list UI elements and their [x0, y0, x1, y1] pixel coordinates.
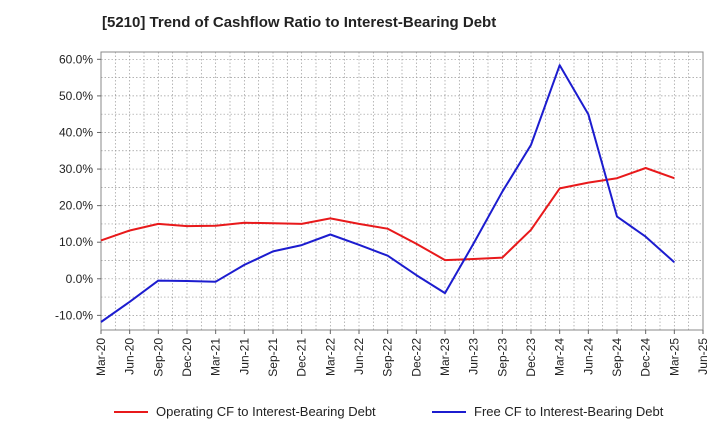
legend-swatch-red — [114, 410, 148, 413]
x-tick-label: Dec-24 — [639, 338, 653, 377]
x-tick-label: Sep-23 — [495, 338, 509, 377]
x-axis: Mar-20 Jun-20 Sep-20 Dec-20 Mar-21 Jun-21 Sep-… — [94, 330, 710, 377]
y-tick-label: 40.0% — [59, 125, 93, 139]
x-tick-label: Mar-25 — [667, 338, 681, 376]
y-tick-label: 60.0% — [59, 52, 93, 66]
series-lines — [100, 64, 675, 323]
x-tick-label: Jun-24 — [581, 338, 595, 375]
x-tick-label: Dec-23 — [524, 338, 538, 377]
y-tick-label: -10.0% — [55, 308, 93, 322]
legend-item-operating-cf: Operating CF to Interest-Bearing Debt — [114, 404, 376, 419]
x-tick-label: Jun-22 — [352, 338, 366, 375]
legend-label-free-cf: Free CF to Interest-Bearing Debt — [474, 404, 664, 419]
x-tick-label: Sep-22 — [381, 338, 395, 377]
x-tick-label: Mar-24 — [553, 338, 567, 376]
grid-lines — [100, 52, 704, 330]
x-tick-label: Jun-21 — [237, 338, 251, 375]
legend-item-free-cf: Free CF to Interest-Bearing Debt — [432, 404, 663, 419]
x-tick-label: Sep-20 — [151, 338, 165, 377]
series-line-operating-cf — [100, 167, 675, 262]
x-tick-label: Jun-23 — [467, 338, 481, 375]
chart-title: [5210] Trend of Cashflow Ratio to Intere… — [102, 14, 497, 31]
x-tick-label: Dec-21 — [295, 338, 309, 377]
y-tick-label: 30.0% — [59, 162, 93, 176]
x-tick-label: Dec-22 — [409, 338, 423, 377]
x-tick-label: Sep-21 — [266, 338, 280, 377]
y-axis: -10.0% 0.0% 10.0% 20.0% 30.0% 40.0% 50.0% 60.0% — [55, 52, 101, 322]
legend-swatch-blue — [432, 410, 466, 413]
x-tick-label: Mar-22 — [323, 338, 337, 376]
x-tick-label: Jun-20 — [123, 338, 137, 375]
legend-label-operating-cf: Operating CF to Interest-Bearing Debt — [156, 404, 376, 419]
x-tick-label: Mar-20 — [94, 338, 108, 376]
plot-area — [100, 51, 704, 331]
x-tick-label: Mar-23 — [438, 338, 452, 376]
x-tick-label: Jun-25 — [696, 338, 710, 375]
y-tick-label: 10.0% — [59, 235, 93, 249]
y-tick-label: 50.0% — [59, 89, 93, 103]
y-tick-label: 0.0% — [66, 272, 94, 286]
x-tick-label: Mar-21 — [209, 338, 223, 376]
y-tick-label: 20.0% — [59, 199, 93, 213]
x-tick-label: Sep-24 — [610, 338, 624, 377]
series-line-free-cf — [100, 64, 675, 323]
x-tick-label: Dec-20 — [180, 338, 194, 377]
